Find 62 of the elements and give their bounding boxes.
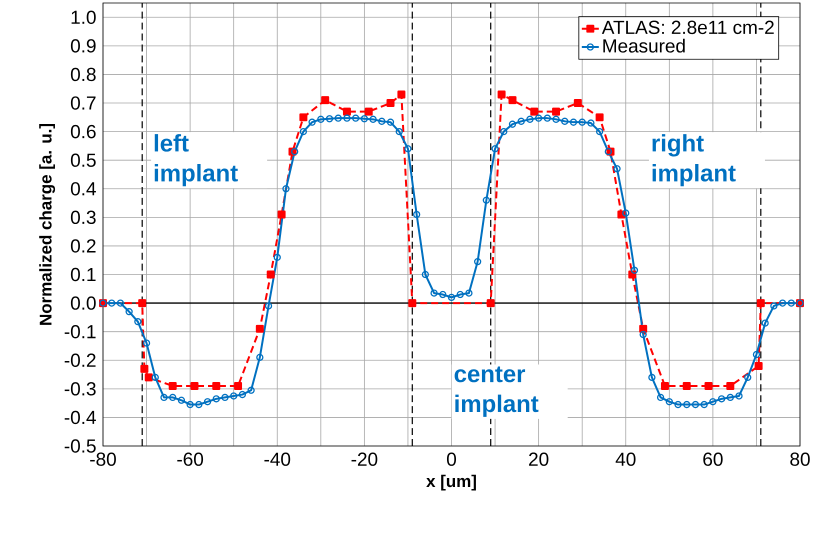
x-tick-label: 40: [616, 452, 636, 466]
annotation: center implant: [454, 366, 538, 417]
x-tick-label: 60: [703, 452, 723, 466]
x-axis-title: x [um]: [426, 474, 476, 491]
y-axis-title: Normalized charge [a. u.]: [39, 124, 56, 325]
point: [168, 382, 177, 390]
y-tick-label: 0.4: [70, 182, 96, 196]
point: [408, 299, 416, 308]
y-tick-label: -0.5: [64, 439, 96, 453]
x-tick-label: 0: [446, 452, 456, 466]
point: [266, 270, 275, 279]
point: [756, 299, 765, 308]
y-tick-label: -0.3: [64, 382, 96, 396]
y-tick-label: -0.4: [64, 410, 96, 424]
point: [726, 382, 734, 390]
point: [530, 108, 538, 116]
point: [299, 113, 308, 122]
legend-label: ATLAS: 2.8e11 cm-2: [602, 20, 774, 34]
point: [704, 382, 713, 390]
y-tick-label: 0.8: [70, 68, 96, 82]
y-tick-label: 0.3: [70, 210, 96, 224]
legend-label: Measured: [603, 38, 685, 53]
point: [342, 108, 351, 116]
point: [596, 113, 604, 122]
point: [140, 364, 148, 373]
y-tick-label: 0.9: [70, 39, 96, 53]
point: [364, 108, 373, 116]
x-tick-label: -40: [264, 452, 290, 466]
y-tick-label: 0.1: [70, 268, 96, 282]
x-tick-label: 20: [529, 452, 548, 466]
point: [682, 382, 691, 390]
x-tick-label: -80: [90, 452, 116, 466]
x-tick-label: -60: [177, 452, 204, 466]
point: [660, 382, 669, 390]
point: [144, 373, 153, 382]
y-tick-label: 0.2: [70, 239, 96, 253]
point: [574, 99, 582, 108]
point: [190, 382, 198, 390]
point: [397, 90, 406, 98]
point: [508, 96, 516, 104]
y-tick-label: -0.1: [64, 324, 96, 338]
x-tick-label: 80: [790, 452, 810, 466]
y-tick-label: 0.5: [70, 153, 96, 167]
y-tick-label: 0.0: [70, 296, 96, 310]
point: [498, 90, 506, 98]
point: [234, 382, 242, 390]
point: [321, 96, 330, 104]
point: [256, 324, 264, 333]
y-tick-label: -0.2: [64, 354, 96, 367]
point: [138, 299, 146, 308]
y-tick-label: 0.6: [70, 124, 96, 138]
annotation: right implant: [652, 134, 736, 186]
point: [278, 210, 286, 218]
point: [386, 99, 395, 108]
y-tick-label: 1.0: [72, 10, 96, 24]
point: [754, 362, 763, 370]
point: [552, 108, 560, 116]
x-tick-label: -20: [352, 452, 378, 466]
point: [486, 299, 495, 308]
point: [212, 382, 220, 390]
annotation: left implant: [154, 134, 238, 186]
y-tick-label: 0.7: [70, 96, 96, 110]
